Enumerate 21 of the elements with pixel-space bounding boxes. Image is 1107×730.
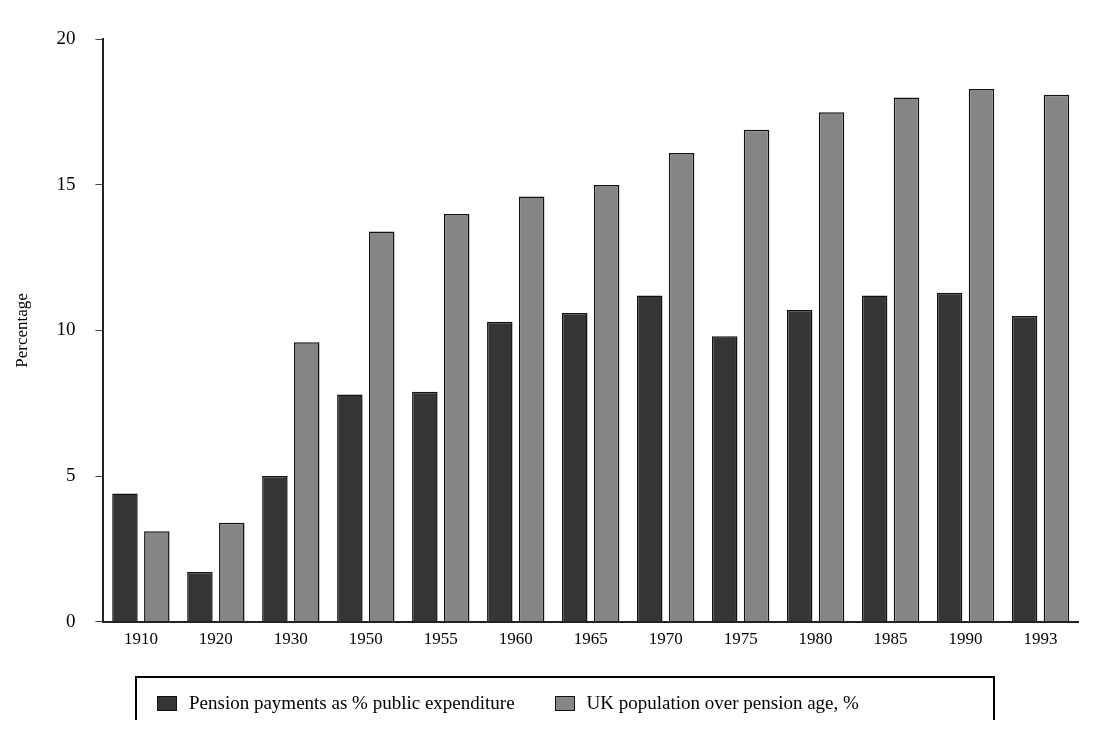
y-tick-label: 20	[56, 27, 76, 49]
legend-label: UK population over pension age, %	[586, 692, 859, 714]
x-tick-label: 1985	[873, 629, 908, 649]
x-tick-label: 1950	[348, 629, 383, 649]
x-tick-label: 1910	[123, 629, 158, 649]
x-tick-label: 1960	[498, 629, 533, 649]
x-tick-label: 1970	[648, 629, 683, 649]
y-axis-title: Percentage	[11, 293, 31, 368]
x-tick-label: 1980	[798, 629, 833, 649]
y-tick-label: 0	[65, 609, 76, 631]
x-tick-label: 1955	[423, 629, 458, 649]
x-tick-label: 1965	[573, 629, 608, 649]
y-tick-label: 10	[56, 318, 76, 340]
x-tick-label: 1930	[273, 629, 308, 649]
y-tick-label: 15	[56, 172, 76, 194]
x-tick-label: 1990	[948, 629, 983, 649]
y-tick-label: 5	[65, 464, 76, 486]
x-tick-label: 1975	[723, 629, 758, 649]
legend-label: Pension payments as % public expenditure	[189, 692, 515, 714]
x-tick-label: 1920	[198, 629, 233, 649]
x-tick-label: 1993	[1023, 629, 1058, 649]
